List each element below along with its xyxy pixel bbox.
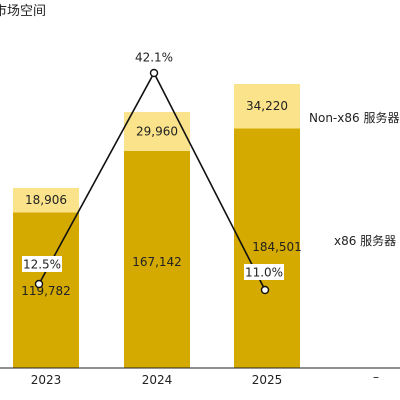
growth-point-2023 (34, 279, 44, 289)
growth-label-bg-2024 (134, 49, 174, 65)
growth-label-bg-2023 (22, 256, 62, 272)
growth-point-2024 (149, 68, 159, 78)
bar-x86-2024 (124, 150, 190, 368)
chart-title: 市场空间 (0, 4, 47, 19)
x-tick-label-2024: 2024 (142, 373, 173, 387)
x-tick-label-2025: 2025 (252, 373, 283, 387)
legend-label-x86: x86 服务器 (334, 233, 396, 248)
legend-label-non-x86: Non-x86 服务器 (309, 110, 399, 125)
value-label-x86-2025: 184,501 (252, 240, 302, 254)
value-label-x86-2023: 119,782 (21, 284, 71, 298)
growth-point-2025 (260, 285, 270, 295)
bar-non-x86-2024 (124, 112, 190, 151)
bar-non-x86-2025 (234, 83, 300, 129)
corner-mark: – (373, 370, 379, 384)
growth-label-bg-2025 (244, 264, 284, 280)
bar-x86-2023 (13, 212, 79, 368)
value-label-non-x86-2024: 29,960 (136, 125, 178, 139)
bar-non-x86-2023 (13, 187, 79, 213)
value-label-non-x86-2025: 34,220 (246, 99, 288, 113)
bar-x86-2025 (234, 128, 300, 368)
value-label-non-x86-2023: 18,906 (25, 193, 67, 207)
value-label-x86-2024: 167,142 (132, 255, 182, 269)
growth-label-2024: 42.1% (135, 51, 173, 65)
growth-label-2025: 11.0% (245, 266, 283, 280)
x-tick-label-2023: 2023 (31, 373, 62, 387)
growth-label-2023: 12.5% (23, 258, 61, 272)
